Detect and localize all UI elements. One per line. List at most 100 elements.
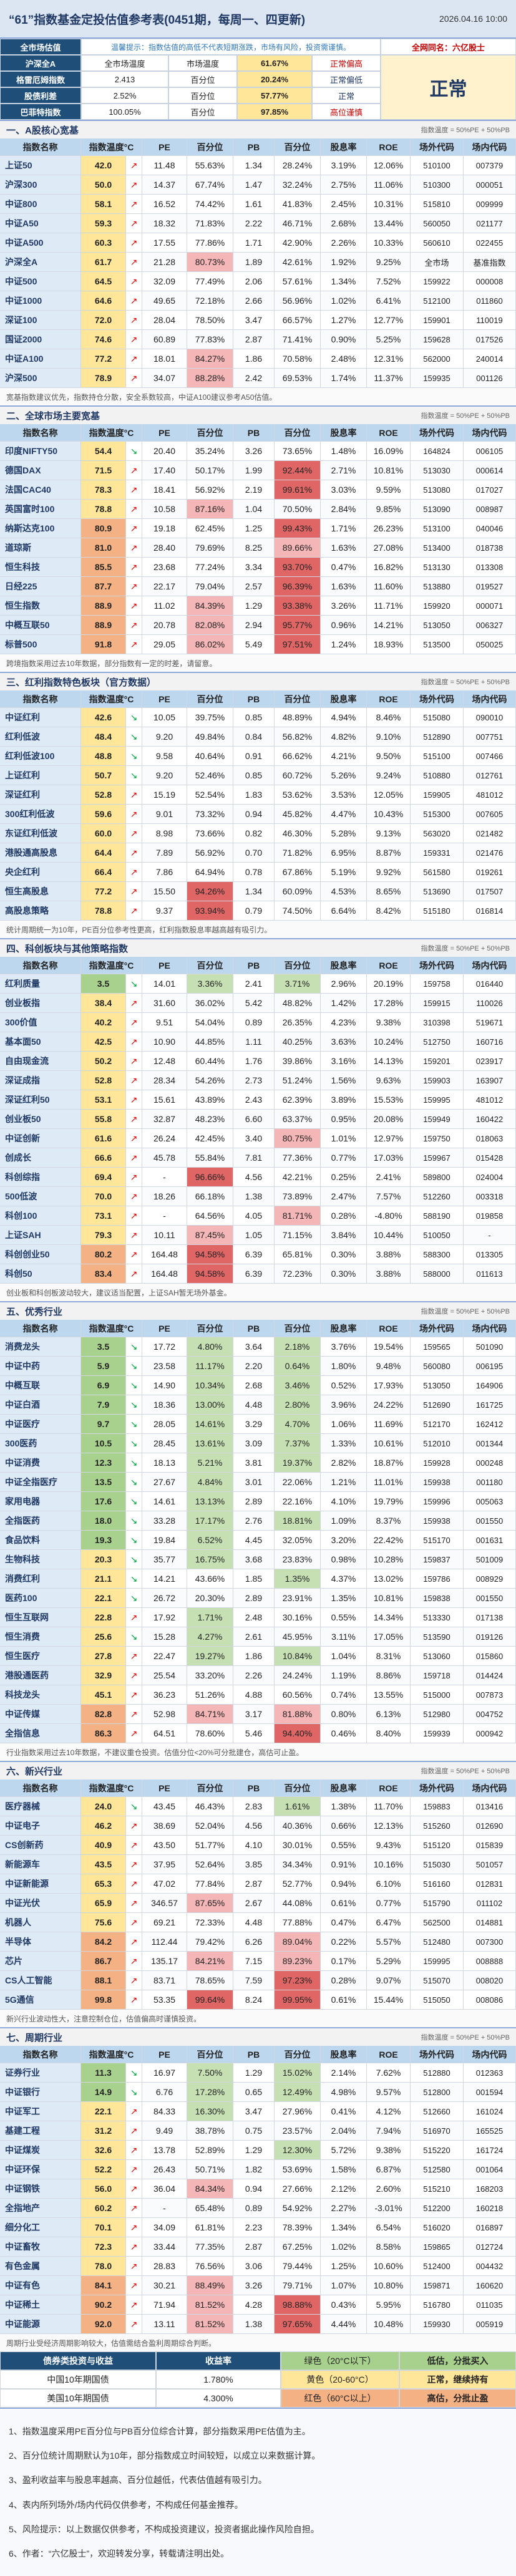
cell: 0.98% xyxy=(321,1550,367,1569)
cell: 23.91% xyxy=(275,1589,321,1608)
cell: 95.77% xyxy=(275,616,321,635)
cell: 516970 xyxy=(411,2121,464,2141)
cell: 27.66% xyxy=(275,2179,321,2199)
cell: 36.23 xyxy=(142,1685,187,1705)
section-header: 六、新兴行业 指数温度 = 50%PE + 50%PB xyxy=(0,1761,516,1779)
cell: 0.75 xyxy=(233,2121,275,2141)
column-label: 指数名称 xyxy=(0,424,81,442)
cell: ↗ xyxy=(126,1110,142,1129)
column-label: PE xyxy=(142,2046,187,2063)
column-label: 股息率 xyxy=(321,138,367,156)
cell: 515100 xyxy=(411,747,464,766)
cell: 512980 xyxy=(411,1705,464,1724)
cell: 34.34% xyxy=(275,1855,321,1874)
cell: 83.71 xyxy=(142,1971,187,1990)
cell: 22.16% xyxy=(275,1492,321,1511)
cell: 28.40 xyxy=(142,538,187,558)
cell: 1.34% xyxy=(321,272,367,291)
table-row: 细分化工 70.1 ↗ 34.09 61.81% 2.23 78.39% 1.34% 6.54%… xyxy=(0,2218,516,2237)
cell: 48.89% xyxy=(275,708,321,727)
cell: 000008 xyxy=(464,272,516,291)
column-label: 场外代码 xyxy=(411,138,464,156)
index-name: 中证创新 xyxy=(0,1129,81,1148)
market-cell: 97.85% xyxy=(237,104,312,120)
index-name: 中证钢铁 xyxy=(0,2179,81,2199)
cell: 10.28% xyxy=(367,1550,411,1569)
cell: 20.08% xyxy=(367,1110,411,1129)
cell: 62.39% xyxy=(275,1090,321,1110)
cell: 28.04 xyxy=(142,311,187,330)
cell: 159750 xyxy=(411,1129,464,1148)
cell: 80.73% xyxy=(187,253,233,272)
cell: 39.75% xyxy=(187,708,233,727)
market-cell: 20.24% xyxy=(237,71,312,87)
cell: 8.46% xyxy=(367,708,411,727)
index-name: 深证成指 xyxy=(0,1071,81,1090)
cell: 24.0 xyxy=(81,1797,126,1816)
cell: ↗ xyxy=(126,1226,142,1245)
column-label: 指数温度°C xyxy=(81,1779,142,1797)
column-label: 指数名称 xyxy=(0,138,81,156)
cell: 17.55 xyxy=(142,233,187,253)
cell: 45.82% xyxy=(275,805,321,824)
cell: 017526 xyxy=(464,330,516,349)
cell: 017027 xyxy=(464,480,516,500)
cell: 81.52% xyxy=(187,2315,233,2334)
cell: 3.16% xyxy=(321,1052,367,1071)
index-name: 300价值 xyxy=(0,1013,81,1032)
cell: 2.83 xyxy=(233,1797,275,1816)
index-name: 生物科技 xyxy=(0,1550,81,1569)
table-row: 消费红利 21.1 ↘ 14.21 43.66% 1.85 1.35% 4.37% 13.02%… xyxy=(0,1569,516,1589)
section-title: 六、新兴行业 xyxy=(6,1766,63,1777)
cell: ↗ xyxy=(126,480,142,500)
cell: ↗ xyxy=(126,519,142,538)
table-row: 中概互联50 88.9 ↗ 20.78 82.08% 2.94 95.77% 0.96% 14.… xyxy=(0,616,516,635)
column-label: 百分位 xyxy=(187,2046,233,2063)
cell: 4.70% xyxy=(275,1415,321,1434)
cell: 32.87 xyxy=(142,1110,187,1129)
cell: 10.11 xyxy=(142,1226,187,1245)
index-name: 红利低波100 xyxy=(0,747,81,766)
cell: 41.83% xyxy=(275,195,321,214)
note: 6、作者：“六亿股士”，欢迎转发分享，转载请注明出处。 xyxy=(9,2549,230,2559)
cell: 3.26 xyxy=(233,442,275,461)
cell: 13.55% xyxy=(367,1685,411,1705)
cell: 20.40 xyxy=(142,442,187,461)
cell: 14.34% xyxy=(367,1608,411,1627)
cell: 20.19% xyxy=(367,974,411,994)
cell: 015860 xyxy=(464,1647,516,1666)
cell: 99.61% xyxy=(275,480,321,500)
cell: 159967 xyxy=(411,1148,464,1168)
cell: 9.43% xyxy=(367,1836,411,1855)
index-name: 家用电器 xyxy=(0,1492,81,1511)
footnote: 新兴行业波动性大，注意控制仓位，估值偏高时谨慎投资。 xyxy=(0,2010,516,2027)
legend-table: 绿色（20°C以下） 低估，分批买入 黄色（20-60°C） 正常，继续持有 红色（60… xyxy=(281,2351,516,2408)
column-label: 百分位 xyxy=(187,1320,233,1337)
cell: 69.53% xyxy=(275,369,321,388)
cell: 7.15 xyxy=(233,1952,275,1971)
cell: 2.76 xyxy=(233,1511,275,1531)
cell: 014424 xyxy=(464,1666,516,1685)
cell: 22.06% xyxy=(275,1473,321,1492)
cell: 77.49% xyxy=(187,272,233,291)
cell: 12.49% xyxy=(275,2083,321,2102)
column-label: 场外代码 xyxy=(411,2046,464,2063)
cell: 159786 xyxy=(411,1569,464,1589)
column-label: 股息率 xyxy=(321,690,367,708)
cell: 513050 xyxy=(411,1376,464,1395)
cell: 60.09% xyxy=(275,882,321,901)
column-label: PE xyxy=(142,957,187,974)
cell: 18.0 xyxy=(81,1511,126,1531)
cell: 2.89 xyxy=(233,1589,275,1608)
cell: 1.29 xyxy=(233,2063,275,2083)
cell: 62.45% xyxy=(187,519,233,538)
cell: 7.59 xyxy=(233,1971,275,1990)
cell: 016897 xyxy=(464,2218,516,2237)
cell: 32.6 xyxy=(81,2141,126,2160)
cell: ↗ xyxy=(126,1148,142,1168)
cell: 0.96% xyxy=(321,616,367,635)
index-name: 中证电子 xyxy=(0,1816,81,1836)
cell: 515210 xyxy=(411,2179,464,2199)
cell: 510100 xyxy=(411,156,464,175)
table-row: 中证光伏 65.9 ↗ 346.57 87.65% 2.67 44.08% 0.61% 0.77… xyxy=(0,1894,516,1913)
